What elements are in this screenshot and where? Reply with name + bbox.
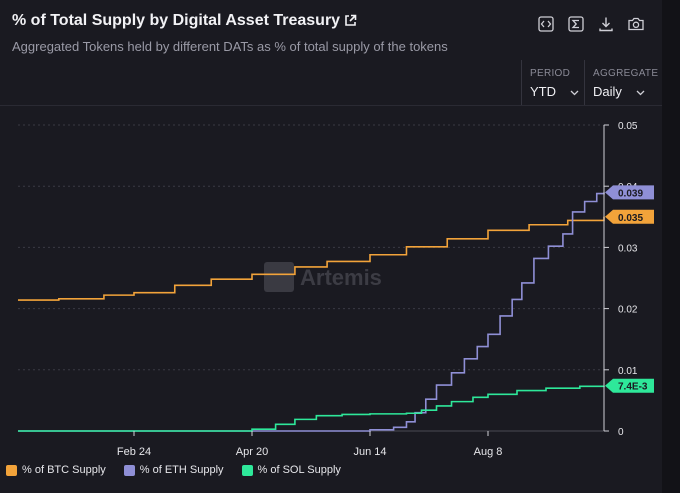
camera-icon[interactable] [626, 14, 646, 34]
y-tick-label: 0 [618, 427, 624, 438]
aggregate-selector[interactable]: AGGREGATE Daily [584, 60, 662, 106]
x-tick-label: Feb 24 [117, 446, 151, 458]
chart-title-text: % of Total Supply by Digital Asset Treas… [12, 12, 341, 29]
legend-swatch [6, 464, 17, 476]
x-tick-label: Jun 14 [353, 446, 386, 458]
period-selector[interactable]: PERIOD YTD [521, 60, 583, 106]
external-link-icon[interactable] [344, 14, 357, 32]
legend-item[interactable]: % of SOL Supply [241, 464, 341, 476]
x-tick-label: Aug 8 [474, 446, 503, 458]
download-icon[interactable] [596, 14, 616, 34]
value-tag-0: 0.035 [605, 209, 654, 224]
value-tag-1: 0.039 [605, 185, 654, 200]
value-tag-label: 0.039 [618, 188, 643, 199]
chart-legend: % of BTC Supply % of ETH Supply % of SOL S… [6, 464, 341, 476]
y-tick-label: 0.02 [618, 305, 638, 316]
aggregate-label: AGGREGATE [593, 68, 659, 79]
chevron-down-icon [636, 84, 645, 99]
legend-item[interactable]: % of BTC Supply [6, 464, 106, 476]
value-tag-label: 0.035 [618, 213, 643, 224]
legend-label: % of SOL Supply [257, 464, 341, 476]
value-tag-shape [605, 378, 654, 393]
series-lines [17, 192, 605, 432]
watermark-text: Artemis [300, 265, 382, 290]
aggregate-value: Daily [593, 84, 622, 99]
x-tick-label: Apr 20 [236, 446, 268, 458]
series-line-1 [18, 192, 605, 432]
value-tag-shape [605, 209, 654, 224]
legend-label: % of ETH Supply [139, 464, 224, 476]
embed-code-icon[interactable] [536, 14, 556, 34]
legend-label: % of BTC Supply [22, 464, 106, 476]
period-value: YTD [530, 84, 556, 99]
header-divider [0, 105, 662, 106]
chart-toolbar [536, 14, 646, 34]
legend-swatch [123, 464, 135, 476]
series-line-0 [18, 216, 605, 301]
value-tag-shape [605, 185, 654, 200]
artemis-watermark: Artemis [264, 262, 382, 292]
value-tags: 0.035 0.039 7.4E-3 [605, 185, 654, 393]
chevron-down-icon [570, 84, 579, 99]
sum-icon[interactable] [566, 14, 586, 34]
legend-swatch [241, 464, 253, 476]
chart-title[interactable]: % of Total Supply by Digital Asset Treas… [12, 12, 357, 32]
y-tick-label: 0.01 [618, 366, 638, 377]
period-label: PERIOD [530, 68, 571, 79]
y-tick-label: 0.05 [618, 121, 638, 132]
x-axis: Feb 24 Apr 20 Jun 14 Aug 8 [117, 431, 503, 458]
value-tag-label: 7.4E-3 [618, 382, 648, 393]
page-edge [662, 0, 680, 493]
value-tag-2: 7.4E-3 [605, 378, 654, 393]
series-line-2 [18, 385, 605, 432]
y-tick-label: 0.03 [618, 243, 638, 254]
artemis-logo-icon [264, 262, 294, 292]
legend-item[interactable]: % of ETH Supply [123, 464, 224, 476]
chart-subtitle: Aggregated Tokens held by different DATs… [12, 39, 448, 54]
